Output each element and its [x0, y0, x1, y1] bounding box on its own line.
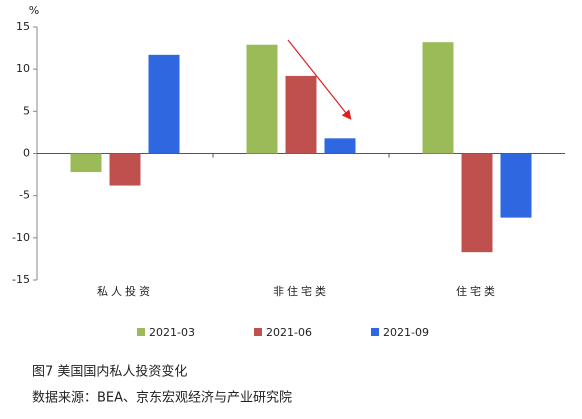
source: 数据来源：BEA、京东宏观经济与产业研究院 — [32, 391, 292, 406]
x-tick-label: 私人投资 — [97, 284, 153, 298]
bar — [70, 153, 102, 173]
bar — [461, 153, 493, 253]
y-tick-label: 10 — [16, 62, 30, 75]
y-tick-label: -5 — [19, 189, 30, 202]
legend-swatch — [137, 328, 145, 336]
caption: 图7 美国国内私人投资变化 — [32, 364, 187, 380]
y-tick-label: -15 — [12, 273, 30, 286]
bar — [246, 44, 278, 154]
bar — [148, 54, 180, 154]
legend-label: 2021-03 — [149, 326, 195, 339]
legend-swatch — [371, 328, 379, 336]
y-tick-label: 0 — [23, 147, 30, 160]
bar — [109, 153, 141, 186]
legend-label: 2021-09 — [383, 326, 429, 339]
bar — [324, 138, 356, 154]
x-tick-label: 非住宅类 — [273, 284, 329, 298]
y-tick-label: -10 — [12, 231, 30, 244]
bar — [285, 75, 317, 154]
bar — [422, 42, 454, 154]
y-tick-label: 5 — [23, 104, 30, 117]
arrow-annotation — [287, 39, 352, 120]
bar — [500, 153, 532, 218]
y-unit: % — [29, 4, 39, 17]
legend-label: 2021-06 — [266, 326, 312, 339]
y-tick-label: 15 — [16, 20, 30, 33]
x-tick-label: 住宅类 — [456, 284, 498, 298]
legend-swatch — [254, 328, 262, 336]
